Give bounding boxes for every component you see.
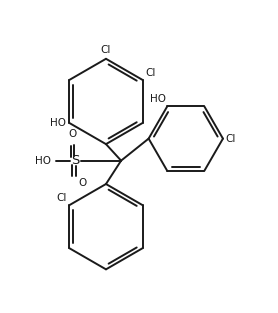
Text: Cl: Cl xyxy=(226,134,236,144)
Text: Cl: Cl xyxy=(56,193,66,203)
Text: Cl: Cl xyxy=(101,45,111,55)
Text: HO: HO xyxy=(35,156,51,166)
Text: O: O xyxy=(78,178,87,188)
Text: O: O xyxy=(69,129,77,139)
Text: S: S xyxy=(71,154,80,167)
Text: HO: HO xyxy=(50,118,66,128)
Text: HO: HO xyxy=(150,94,166,104)
Text: Cl: Cl xyxy=(146,68,156,78)
